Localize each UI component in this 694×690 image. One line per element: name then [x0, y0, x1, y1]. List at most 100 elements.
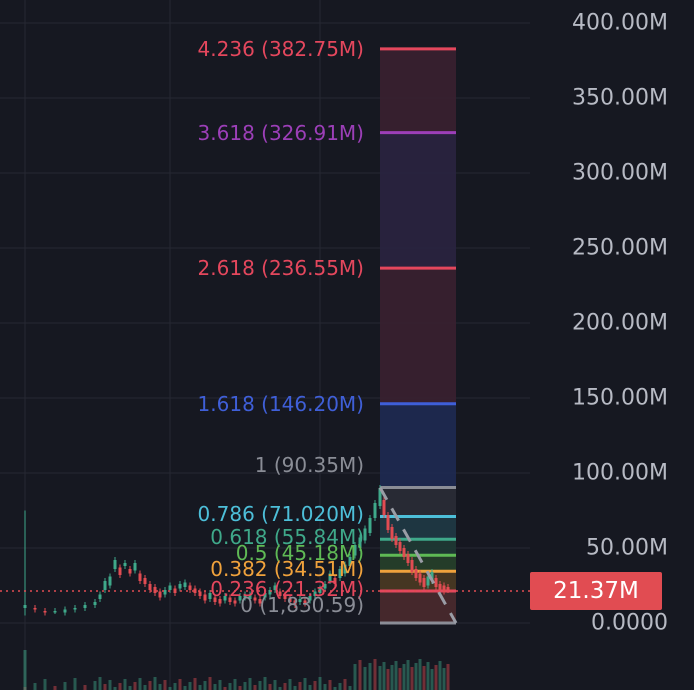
candle-body [303, 600, 307, 604]
candle-body [382, 500, 386, 515]
candle-body [390, 527, 394, 539]
candle-body [268, 590, 272, 595]
volume-bar [394, 661, 398, 690]
candle-body [406, 554, 410, 563]
volume-bar [363, 667, 367, 690]
volume-bar [133, 682, 137, 690]
candle-body [133, 563, 137, 571]
candle-body [83, 605, 87, 608]
fib-zone [380, 516, 456, 540]
volume-bar [103, 684, 107, 690]
volume-bar [446, 664, 450, 690]
candle-body [288, 597, 292, 602]
fib-level-label: 0.236 (21.32M) [210, 577, 364, 602]
volume-bar [288, 679, 292, 690]
volume-bar [368, 663, 372, 690]
fib-zone [380, 132, 456, 269]
candle-body [153, 587, 157, 593]
volume-bar [63, 682, 67, 690]
volume-bar [318, 677, 322, 690]
candle-body [118, 567, 122, 575]
volume-bar [243, 682, 247, 690]
volume-bar [273, 680, 277, 690]
candle-body [348, 557, 352, 566]
fib-level-label: 1 (90.35M) [254, 453, 364, 478]
candle-body [442, 585, 446, 592]
volume-bar [178, 679, 182, 690]
candle-body [373, 503, 377, 518]
volume-bar [442, 668, 446, 690]
volume-bar [278, 687, 282, 690]
candle-body [33, 608, 37, 610]
fib-zone [380, 591, 456, 623]
candle-body [238, 596, 242, 601]
volume-bar [113, 687, 117, 690]
volume-bar [53, 686, 57, 690]
candle-body [218, 599, 222, 604]
volume-bar [43, 679, 47, 690]
volume-bar [118, 683, 122, 690]
trend-dash-line [378, 486, 458, 624]
fib-zones [380, 47, 456, 625]
candle-body [253, 597, 257, 601]
candle-body [418, 573, 422, 583]
candle-body [208, 593, 212, 599]
candle-body [43, 611, 47, 613]
candle-body [178, 584, 182, 589]
volume-bar [98, 677, 102, 690]
fib-zone [380, 268, 456, 404]
volume-bar [188, 682, 192, 690]
volume-bar [328, 680, 332, 690]
fib-zone [380, 48, 456, 133]
volume-bar [303, 678, 307, 690]
candle-body [378, 488, 382, 506]
price-axis-tick: 400.00M [572, 10, 668, 36]
fib-level-label: 0.618 (55.84M) [210, 525, 364, 550]
volume-bar [382, 662, 386, 690]
candle-body [434, 578, 438, 587]
volume-bar [33, 683, 37, 690]
candle-body [113, 560, 117, 569]
volume-bar [406, 660, 410, 690]
volume-bar [378, 666, 382, 690]
candle-body [338, 569, 342, 578]
volume-bar [333, 687, 337, 690]
fib-level-label: 0 (1,830.59) [240, 592, 364, 617]
volume-bar [93, 681, 97, 690]
price-axis-tick: 150.00M [572, 385, 668, 411]
candle-body [53, 611, 57, 613]
candle-body [63, 609, 67, 613]
candle-body [228, 597, 232, 602]
volume-bar [426, 662, 430, 690]
fib-level-label: 0.382 (34.51M) [210, 557, 364, 582]
volume-bar [343, 679, 347, 690]
candle-body [298, 599, 302, 602]
fib-zone [380, 555, 456, 572]
candle-body [343, 564, 347, 574]
candle-body [148, 584, 152, 590]
candle-body [386, 515, 390, 530]
volume-bar [268, 684, 272, 690]
candle-body [158, 591, 162, 598]
volume-bar [198, 685, 202, 690]
volume-bar [283, 683, 287, 690]
candle-body [163, 590, 167, 595]
volume-bar [168, 687, 172, 690]
volume-bar [108, 680, 112, 690]
volume-bar [386, 669, 390, 690]
volume-bar [323, 684, 327, 690]
volume-bar [83, 685, 87, 690]
price-axis-tick: 50.00M [586, 535, 668, 561]
volume-bar [208, 677, 212, 690]
price-axis-tick: 0.0000 [591, 610, 668, 636]
candle-body [273, 585, 277, 590]
candle-body [293, 600, 297, 605]
candle-body [248, 594, 252, 599]
volume-bar [373, 659, 377, 690]
price-axis-tick: 250.00M [572, 235, 668, 261]
volume-bar [193, 678, 197, 690]
volume-bar [422, 666, 426, 690]
candle-body [183, 582, 187, 587]
